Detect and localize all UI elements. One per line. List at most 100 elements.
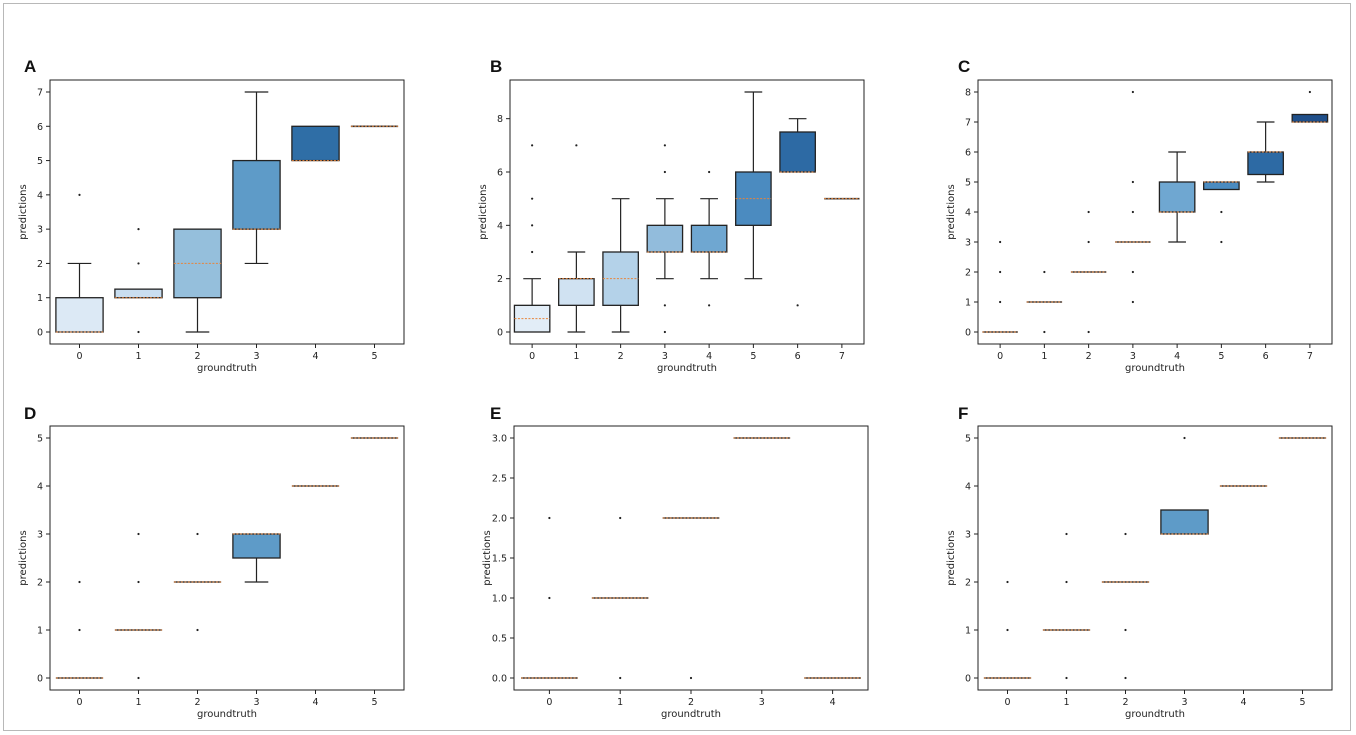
- x-tick-label: 7: [839, 351, 845, 362]
- flier-point: [1220, 240, 1223, 244]
- x-tick-label: 5: [1299, 697, 1305, 708]
- x-tick-label: 5: [371, 697, 377, 708]
- x-tick-label: 4: [706, 351, 712, 362]
- flier-point: [663, 170, 666, 174]
- box-1: [1042, 532, 1091, 680]
- flier-point: [1124, 532, 1127, 536]
- y-tick-label: 3.0: [492, 434, 507, 445]
- y-tick-label: 0: [37, 674, 43, 685]
- y-tick-label: 1: [965, 298, 971, 309]
- flier-point: [999, 300, 1002, 304]
- box-body: [232, 533, 281, 559]
- flier-point: [1131, 300, 1134, 304]
- flier-point: [531, 197, 534, 200]
- panel-f: F 0 1 2 3 4 5 0 1 2 3 4 5 groundtruth predictions: [946, 404, 1333, 720]
- box-4: [1158, 151, 1196, 243]
- x-tick-label: 2: [194, 351, 200, 362]
- flier-point: [796, 304, 799, 307]
- box-1: [591, 516, 649, 680]
- plot-area: [49, 425, 405, 691]
- flier-point: [531, 250, 534, 254]
- box-7: [1291, 90, 1329, 123]
- x-axis-label: groundtruth: [661, 709, 721, 720]
- flier-point: [1308, 90, 1311, 94]
- y-tick-label: 2: [37, 578, 43, 589]
- y-tick-label: 0: [965, 674, 971, 685]
- y-tick-label: 1: [965, 626, 971, 637]
- box-1: [114, 228, 163, 334]
- y-tick-label: 4: [37, 482, 43, 493]
- y-tick-label: 8: [497, 114, 503, 125]
- box-1: [558, 144, 595, 333]
- y-tick-label: 2: [497, 274, 503, 285]
- y-tick-label: 2: [965, 578, 971, 589]
- box-1: [1026, 270, 1063, 334]
- x-tick-label: 6: [795, 351, 801, 362]
- y-tick-label: 3: [965, 530, 971, 541]
- x-tick-label: 3: [253, 351, 259, 362]
- x-tick-label: 3: [662, 351, 668, 362]
- x-tick-label: 4: [312, 697, 318, 708]
- box-3: [1115, 90, 1151, 304]
- flier-point: [663, 144, 666, 147]
- x-tick-label: 5: [1218, 351, 1224, 362]
- y-tick-label: 6: [497, 168, 503, 179]
- x-tick-label: 0: [76, 697, 82, 708]
- flier-point: [1065, 676, 1068, 680]
- x-tick-label: 5: [371, 351, 377, 362]
- y-tick-label: 3: [37, 530, 43, 541]
- y-tick-label: 6: [965, 148, 971, 159]
- x-tick-label: 7: [1307, 351, 1313, 362]
- flier-point: [1087, 240, 1090, 244]
- y-axis-label: predictions: [482, 530, 493, 585]
- panel-a: A 0 1 2 3 4 5 6 7 0 1 2 3 4 5 groundtruth predictions: [18, 57, 405, 374]
- y-tick-label: 7: [965, 118, 971, 129]
- x-tick-label: 1: [135, 351, 141, 362]
- box-2: [602, 198, 639, 333]
- x-tick-label: 4: [312, 351, 318, 362]
- y-tick-label: 5: [965, 434, 971, 445]
- flier-point: [1006, 580, 1009, 584]
- figure-frame: [3, 3, 1351, 731]
- y-axis-label: predictions: [478, 184, 489, 239]
- flier-point: [1131, 90, 1134, 94]
- y-tick-label: 0: [497, 328, 503, 339]
- x-axis-label: groundtruth: [197, 363, 257, 374]
- box-4: [690, 170, 728, 307]
- y-tick-label: 4: [965, 208, 971, 219]
- box-body: [114, 288, 163, 299]
- flier-point: [619, 676, 622, 680]
- flier-point: [196, 628, 199, 632]
- flier-point: [619, 516, 622, 520]
- box-0: [982, 240, 1018, 333]
- box-0: [521, 516, 578, 679]
- x-tick-label: 0: [1004, 697, 1010, 708]
- x-tick-label: 1: [135, 697, 141, 708]
- x-axis-label: groundtruth: [657, 363, 717, 374]
- y-tick-label: 4: [37, 190, 43, 201]
- x-tick-label: 1: [1041, 351, 1047, 362]
- box-body: [1158, 181, 1196, 213]
- box-2: [662, 517, 720, 680]
- y-tick-label: 0: [965, 328, 971, 339]
- panel-d: D 0 1 2 3 4 5 0 1 2 3 4 5 groundtruth predictions: [18, 404, 405, 720]
- box-body: [646, 224, 684, 253]
- box-body: [1160, 509, 1209, 535]
- box-body: [55, 297, 104, 333]
- flier-point: [137, 580, 140, 584]
- panel-e: E 0.0 0.5 1.0 1.5 2.0 2.5 3.0 0 1 2 3 4 groundtruth pr…: [482, 404, 869, 720]
- x-tick-label: 2: [194, 697, 200, 708]
- flier-point: [999, 270, 1002, 274]
- x-tick-label: 3: [1181, 697, 1187, 708]
- x-tick-label: 2: [618, 351, 624, 362]
- y-tick-label: 4: [965, 482, 971, 493]
- y-axis-label: predictions: [18, 530, 29, 585]
- y-tick-label: 2.0: [492, 514, 507, 525]
- box-0: [55, 193, 104, 333]
- x-tick-label: 4: [830, 697, 836, 708]
- flier-point: [999, 240, 1002, 244]
- y-tick-label: 1: [37, 293, 43, 304]
- box-2: [173, 532, 222, 632]
- x-tick-label: 2: [688, 697, 694, 708]
- x-tick-label: 3: [253, 697, 259, 708]
